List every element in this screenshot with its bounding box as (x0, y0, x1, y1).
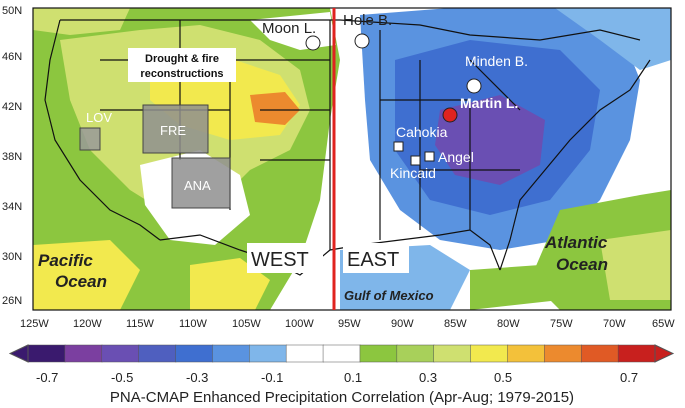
atlantic-moderate-field (600, 230, 671, 300)
colorbar-segment (433, 344, 472, 363)
caribbean-field (470, 265, 560, 310)
lon-label-75w: 75W (550, 318, 573, 330)
colorbar-max-arrow (654, 344, 675, 363)
pacific-ocean-label-2: Ocean (55, 272, 107, 291)
lon-label-110w: 110W (179, 318, 208, 330)
colorbar-segment (396, 344, 435, 363)
colorbar-segment (212, 344, 251, 363)
fre-region-box (142, 104, 209, 154)
cb-tick-m07: -0.7 (36, 370, 58, 385)
map-field (33, 8, 671, 310)
lat-label-30n: 30N (2, 251, 22, 263)
colorbar-segment (138, 344, 177, 363)
martin-lake-label: Martin L. (460, 95, 518, 111)
cb-tick-p01: 0.1 (344, 370, 362, 385)
moon-lake-marker (305, 35, 321, 51)
latitude-labels: 26N 30N 34N 38N 42N 46N 50N (2, 5, 22, 307)
lon-label-80w: 80W (497, 318, 520, 330)
martin-lake-marker (442, 107, 458, 123)
west-peak-field (250, 92, 300, 125)
ana-region-label: ANA (184, 178, 211, 193)
colorbar-segment (359, 344, 398, 363)
gulf-of-mexico-label: Gulf of Mexico (344, 288, 434, 303)
cahokia-label: Cahokia (396, 124, 448, 140)
northeast-weak-field (555, 8, 671, 70)
hole-bog-label: Hole B. (343, 12, 392, 29)
west-label: WEST (251, 249, 309, 271)
fre-region-label: FRE (160, 123, 186, 138)
cb-tick-m03: -0.3 (186, 370, 208, 385)
kincaid-label: Kincaid (390, 165, 436, 181)
lat-label-26n: 26N (2, 295, 22, 307)
east-label-box (343, 243, 409, 273)
lon-label-125w: 125W (20, 318, 49, 330)
lon-label-95w: 95W (338, 318, 361, 330)
angel-marker (424, 151, 435, 162)
colorbar-segment (101, 344, 140, 363)
colorbar-segment (27, 344, 66, 363)
ana-region-box (171, 157, 231, 209)
colorbar-segment (285, 344, 324, 363)
lon-label-90w: 90W (391, 318, 414, 330)
colorbar-segment (249, 344, 287, 363)
lat-label-46n: 46N (2, 51, 22, 63)
atlantic-ocean-label-2: Ocean (556, 255, 608, 274)
lon-label-85w: 85W (444, 318, 467, 330)
east-strong-negative-field (435, 95, 545, 185)
pacific-coastline (44, 19, 161, 241)
note-line-2: reconstructions (140, 68, 223, 80)
moon-lake-label: Moon L. (262, 20, 316, 37)
lon-label-120w: 120W (73, 318, 102, 330)
cb-tick-p03: 0.3 (419, 370, 437, 385)
colorbar (8, 344, 675, 363)
minden-bog-label: Minden B. (465, 53, 528, 69)
east-label: EAST (347, 249, 399, 271)
atlantic-ocean-label-1: Atlantic (544, 233, 608, 252)
colorbar-segment (64, 344, 103, 363)
angel-label: Angel (438, 149, 474, 165)
cb-tick-m05: -0.5 (111, 370, 133, 385)
pacific-field (33, 240, 140, 310)
lat-label-50n: 50N (2, 5, 22, 17)
cahokia-marker (393, 141, 404, 152)
minden-bog-marker (466, 78, 482, 94)
lon-label-105w: 105W (232, 318, 261, 330)
note-line-1: Drought & fire (145, 53, 219, 65)
lon-label-65w: 65W (652, 318, 675, 330)
colorbar-segment (544, 344, 582, 363)
lat-label-42n: 42N (2, 101, 22, 113)
lov-region-label: LOV (86, 110, 112, 125)
colorbar-tick-labels: -0.7 -0.5 -0.3 -0.1 0.1 0.3 0.5 0.7 (36, 370, 638, 385)
colorbar-segment (175, 344, 214, 363)
colorbar-segment (617, 344, 656, 363)
hole-bog-marker (354, 33, 370, 49)
colorbar-title: PNA-CMAP Enhanced Precipitation Correlat… (110, 389, 574, 406)
cb-tick-p05: 0.5 (494, 370, 512, 385)
pacific-ocean-label-1: Pacific (38, 251, 93, 270)
northern-border (60, 19, 641, 41)
lon-label-70w: 70W (603, 318, 626, 330)
colorbar-segment (470, 344, 509, 363)
cb-tick-p07: 0.7 (620, 370, 638, 385)
longitude-labels: 125W 120W 115W 110W 105W 100W 95W 90W 85… (20, 318, 675, 330)
lon-label-100w: 100W (285, 318, 314, 330)
lat-label-38n: 38N (2, 151, 22, 163)
lov-region-box (79, 127, 101, 151)
colorbar-segment (507, 344, 546, 363)
lat-label-34n: 34N (2, 201, 22, 213)
colorbar-segment (580, 344, 619, 363)
map-frame (32, 7, 672, 311)
atlantic-coastline (499, 59, 651, 271)
colorbar-segment (322, 344, 361, 363)
reconstruction-note-box (128, 48, 236, 82)
lon-label-115w: 115W (126, 318, 155, 330)
cb-tick-m01: -0.1 (261, 370, 283, 385)
west-label-box (247, 243, 323, 273)
colorbar-min-arrow (8, 344, 29, 363)
kincaid-marker (410, 155, 421, 166)
northwest-field (33, 8, 130, 35)
